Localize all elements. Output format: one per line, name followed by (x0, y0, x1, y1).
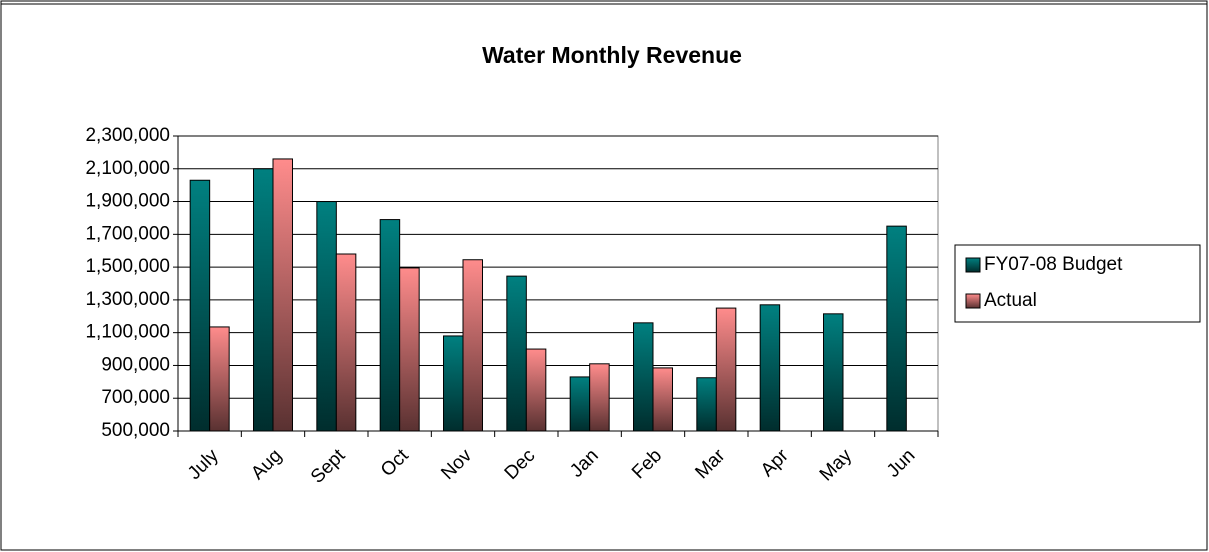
bar (335, 253, 357, 432)
y-tick-label: 2,100,000 (85, 158, 170, 179)
legend-label: FY07-08 Budget (984, 254, 1123, 275)
bar (886, 225, 907, 432)
bar (823, 313, 844, 432)
bar (399, 267, 420, 432)
y-tick-label: 1,500,000 (85, 256, 170, 277)
bar (316, 201, 337, 432)
y-tick-label: 1,300,000 (85, 289, 170, 310)
bar (569, 376, 591, 432)
bar (652, 367, 673, 432)
legend-box (954, 244, 1201, 323)
y-tick-label: 1,700,000 (85, 223, 170, 244)
legend-label: Actual (984, 290, 1037, 311)
bar (506, 275, 527, 432)
bar (189, 179, 211, 432)
y-tick-label: 1,900,000 (85, 191, 170, 212)
bar (209, 326, 230, 432)
bar (696, 377, 717, 432)
bar (589, 363, 610, 432)
bar (253, 168, 274, 432)
y-tick-label: 2,300,000 (85, 125, 170, 146)
chart-title: Water Monthly Revenue (482, 42, 742, 68)
legend-swatch (965, 257, 981, 273)
bar (759, 304, 781, 432)
bar (443, 335, 464, 432)
bar (272, 158, 293, 432)
bar (462, 259, 483, 432)
bar (633, 322, 654, 432)
y-tick-label: 500,000 (101, 420, 170, 441)
y-tick-label: 700,000 (101, 387, 170, 408)
plot-area (177, 135, 939, 432)
bar (525, 348, 547, 432)
bar (379, 219, 401, 432)
y-tick-label: 1,100,000 (85, 322, 170, 343)
legend-swatch (965, 293, 981, 309)
y-tick-label: 900,000 (101, 354, 170, 375)
bar (715, 307, 737, 432)
